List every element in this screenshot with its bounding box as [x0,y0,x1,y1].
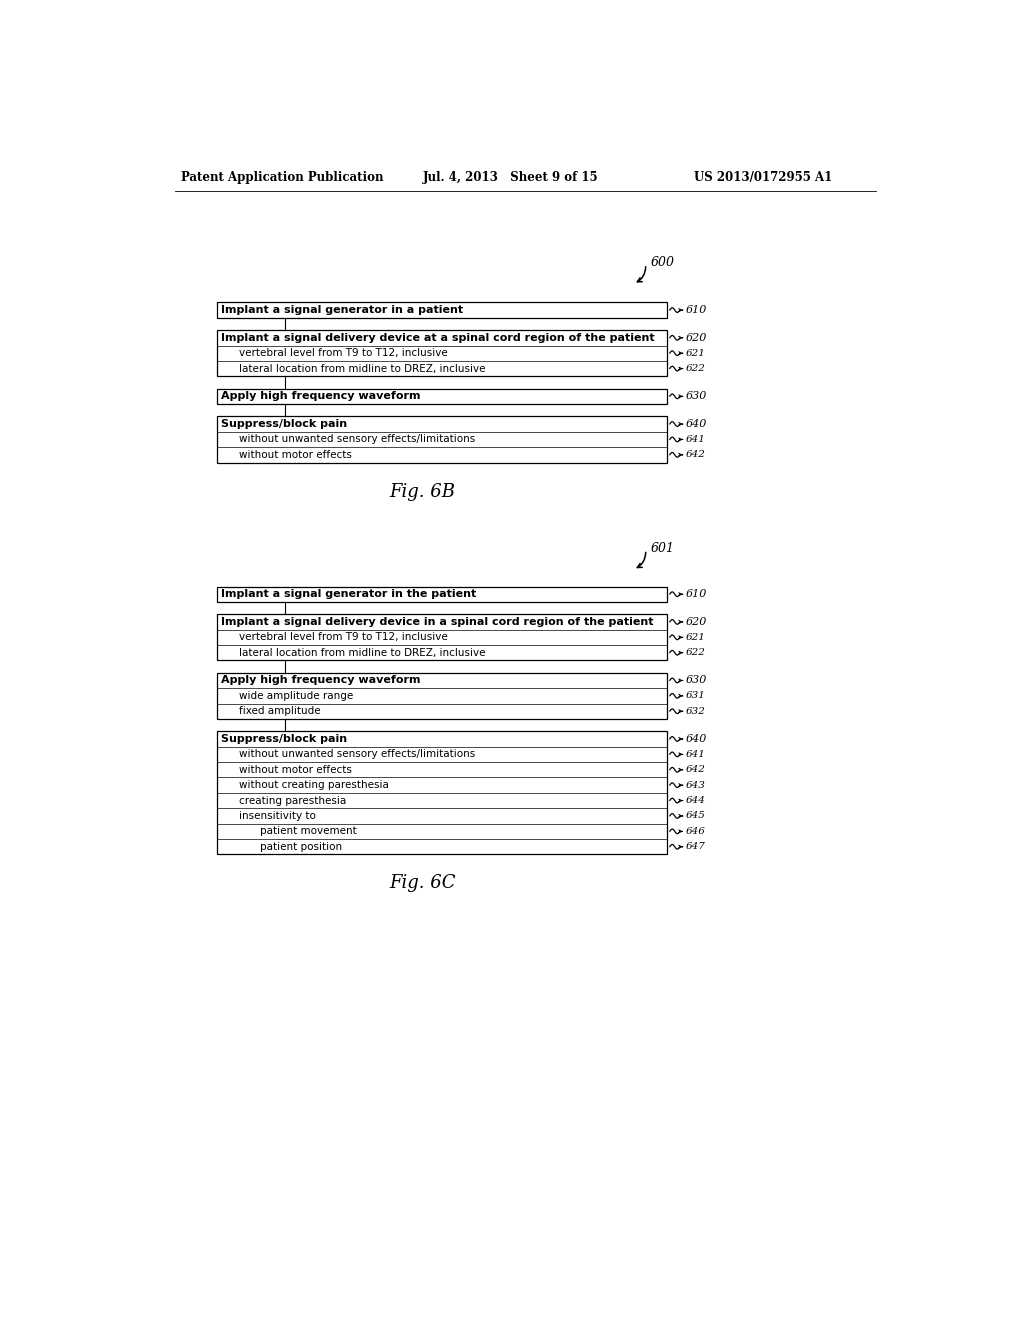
Text: 647: 647 [685,842,706,851]
Text: 610: 610 [685,589,707,599]
Text: vertebral level from T9 to T12, inclusive: vertebral level from T9 to T12, inclusiv… [239,632,447,643]
Text: without motor effects: without motor effects [239,450,351,459]
Text: 630: 630 [685,391,707,401]
Bar [217,302,667,318]
Text: 620: 620 [685,616,707,627]
Text: wide amplitude range: wide amplitude range [239,690,353,701]
Text: 622: 622 [685,648,706,657]
Text: Fig. 6C: Fig. 6C [389,875,456,892]
Bar [217,673,667,719]
Text: US 2013/0172955 A1: US 2013/0172955 A1 [693,172,831,185]
Text: without creating paresthesia: without creating paresthesia [239,780,389,791]
Bar [217,330,667,376]
Text: 622: 622 [685,364,706,374]
Bar [217,586,667,602]
Text: 644: 644 [685,796,706,805]
Text: 641: 641 [685,436,706,444]
Text: 610: 610 [685,305,707,315]
Text: fixed amplitude: fixed amplitude [239,706,321,717]
Text: 620: 620 [685,333,707,343]
Text: 600: 600 [650,256,675,269]
Text: 632: 632 [685,706,706,715]
Text: Implant a signal generator in the patient: Implant a signal generator in the patien… [221,589,476,599]
Text: creating paresthesia: creating paresthesia [239,796,346,805]
Bar [217,416,667,462]
Bar [217,388,667,404]
Text: 640: 640 [685,734,707,744]
Text: 621: 621 [685,632,706,642]
Text: 645: 645 [685,812,706,821]
Text: Implant a signal delivery device in a spinal cord region of the patient: Implant a signal delivery device in a sp… [221,616,653,627]
Text: patient position: patient position [260,842,342,851]
Text: 630: 630 [685,676,707,685]
Text: vertebral level from T9 to T12, inclusive: vertebral level from T9 to T12, inclusiv… [239,348,447,358]
Text: 601: 601 [650,541,675,554]
Text: 642: 642 [685,450,706,459]
Text: 621: 621 [685,348,706,358]
Bar [217,731,667,854]
Text: Implant a signal delivery device at a spinal cord region of the patient: Implant a signal delivery device at a sp… [221,333,654,343]
Text: Apply high frequency waveform: Apply high frequency waveform [221,391,421,401]
Text: 643: 643 [685,780,706,789]
Text: 646: 646 [685,826,706,836]
Text: 640: 640 [685,418,707,429]
Text: without unwanted sensory effects/limitations: without unwanted sensory effects/limitat… [239,750,475,759]
Text: patient movement: patient movement [260,826,356,837]
Text: Suppress/block pain: Suppress/block pain [221,418,347,429]
Text: Fig. 6B: Fig. 6B [389,483,456,500]
Text: Jul. 4, 2013   Sheet 9 of 15: Jul. 4, 2013 Sheet 9 of 15 [423,172,598,185]
Text: 642: 642 [685,766,706,775]
Text: without motor effects: without motor effects [239,764,351,775]
Text: Suppress/block pain: Suppress/block pain [221,734,347,744]
Text: 631: 631 [685,692,706,701]
Text: Patent Application Publication: Patent Application Publication [180,172,383,185]
Text: lateral location from midline to DREZ, inclusive: lateral location from midline to DREZ, i… [239,363,485,374]
Text: without unwanted sensory effects/limitations: without unwanted sensory effects/limitat… [239,434,475,445]
Text: Implant a signal generator in a patient: Implant a signal generator in a patient [221,305,463,315]
Text: Apply high frequency waveform: Apply high frequency waveform [221,676,421,685]
Bar [217,614,667,660]
Text: insensitivity to: insensitivity to [239,810,315,821]
Text: 641: 641 [685,750,706,759]
Text: lateral location from midline to DREZ, inclusive: lateral location from midline to DREZ, i… [239,648,485,657]
